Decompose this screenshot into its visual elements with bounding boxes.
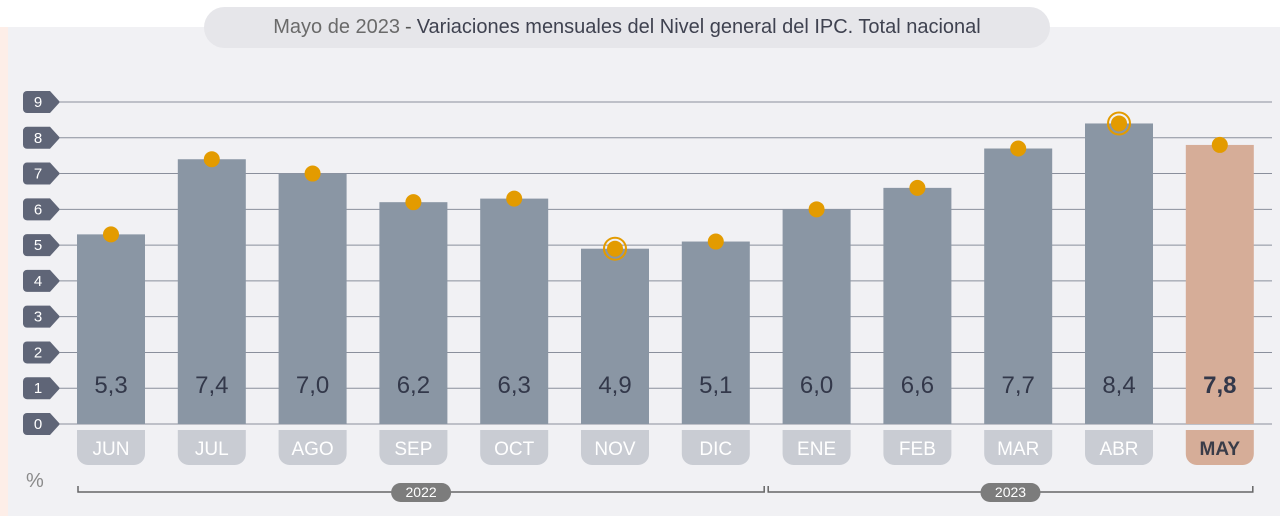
- bar: [883, 187, 952, 424]
- title-date: Mayo de 2023: [273, 16, 401, 38]
- marker: [405, 194, 422, 211]
- month-label: NOV: [594, 439, 636, 460]
- month-tab: [177, 430, 246, 465]
- value-label: 4,9: [598, 372, 631, 399]
- bar: [681, 241, 750, 424]
- marker: [1111, 115, 1127, 132]
- y-tick-label: 7: [34, 166, 42, 183]
- year-label: 2022: [406, 484, 437, 500]
- month-tab: [379, 430, 448, 465]
- y-tick-label: 5: [34, 237, 42, 254]
- month-tab: [581, 430, 649, 465]
- y-tick-label: 8: [34, 130, 42, 147]
- month-tab: [1085, 430, 1153, 465]
- y-tick-label: 1: [34, 380, 42, 397]
- marker: [506, 190, 523, 207]
- bar: [1085, 123, 1153, 424]
- month-label: OCT: [494, 439, 535, 460]
- y-tick-label: 0: [34, 416, 42, 433]
- bar: [782, 209, 851, 424]
- y-tick-badge: [23, 305, 60, 328]
- marker: [103, 226, 119, 243]
- marker: [304, 165, 321, 182]
- month-label: FEB: [899, 439, 936, 460]
- y-unit-label: %: [26, 470, 44, 492]
- month-label: AGO: [291, 439, 333, 460]
- month-tab: [77, 430, 145, 465]
- value-label: 6,6: [901, 372, 934, 399]
- bar: [77, 234, 145, 424]
- month-label: SEP: [394, 439, 432, 460]
- value-label: 6,0: [800, 372, 833, 399]
- value-label: 7,4: [195, 372, 228, 399]
- month-label: DIC: [699, 439, 732, 460]
- month-label: JUL: [195, 439, 229, 460]
- year-badge: [980, 483, 1041, 502]
- month-label: JUN: [93, 439, 130, 460]
- month-label: ABR: [1099, 439, 1138, 460]
- title-text: Variaciones mensuales del Nivel general …: [416, 16, 981, 38]
- bar: [1185, 144, 1254, 424]
- marker: [1010, 140, 1027, 157]
- marker: [808, 201, 825, 218]
- y-tick-label: 6: [34, 201, 42, 218]
- y-tick-label: 9: [34, 94, 42, 111]
- y-tick-label: 4: [34, 273, 42, 290]
- y-tick-badge: [23, 341, 60, 364]
- year-badge: [391, 483, 452, 502]
- marker: [607, 240, 623, 257]
- bar: [581, 248, 649, 424]
- month-tab: [1185, 430, 1254, 465]
- y-tick-badge: [23, 234, 60, 257]
- month-tab: [782, 430, 851, 465]
- y-tick-label: 2: [34, 344, 42, 361]
- month-label: MAY: [1200, 439, 1241, 460]
- year-label: 2023: [995, 484, 1026, 500]
- y-tick-badge: [23, 269, 60, 292]
- marker: [1211, 136, 1228, 153]
- y-tick-badge: [23, 377, 60, 400]
- value-label: 8,4: [1102, 372, 1135, 399]
- y-tick-label: 3: [34, 309, 42, 326]
- y-tick-badge: [23, 198, 60, 221]
- value-label: 6,3: [498, 372, 531, 399]
- y-tick-badge: [23, 413, 60, 435]
- y-tick-badge: [23, 162, 60, 185]
- value-label: 7,7: [1002, 372, 1035, 399]
- y-tick-badge: [23, 126, 60, 149]
- marker: [909, 179, 926, 196]
- bar: [177, 159, 246, 424]
- value-label: 5,3: [94, 372, 127, 399]
- month-label: MAR: [997, 439, 1039, 460]
- value-label: 7,8: [1203, 372, 1236, 399]
- marker-ring: [603, 236, 627, 261]
- month-tab: [278, 430, 347, 465]
- y-tick-badge: [23, 91, 60, 113]
- month-label: ENE: [797, 439, 836, 460]
- bar: [480, 198, 549, 424]
- accent-strip: [0, 27, 8, 516]
- month-tab: [681, 430, 750, 465]
- bar: [278, 173, 347, 424]
- month-tab: [480, 430, 549, 465]
- bar: [379, 202, 448, 424]
- marker: [203, 151, 220, 168]
- month-tab: [984, 430, 1053, 465]
- marker: [707, 233, 724, 250]
- title-separator: -: [405, 16, 412, 38]
- chart-title: Mayo de 2023 - Variaciones mensuales del…: [204, 7, 1050, 48]
- value-label: 5,1: [699, 372, 732, 399]
- value-label: 7,0: [296, 372, 329, 399]
- bar: [984, 148, 1053, 424]
- marker-ring: [1107, 111, 1131, 136]
- value-label: 6,2: [397, 372, 430, 399]
- month-tab: [883, 430, 952, 465]
